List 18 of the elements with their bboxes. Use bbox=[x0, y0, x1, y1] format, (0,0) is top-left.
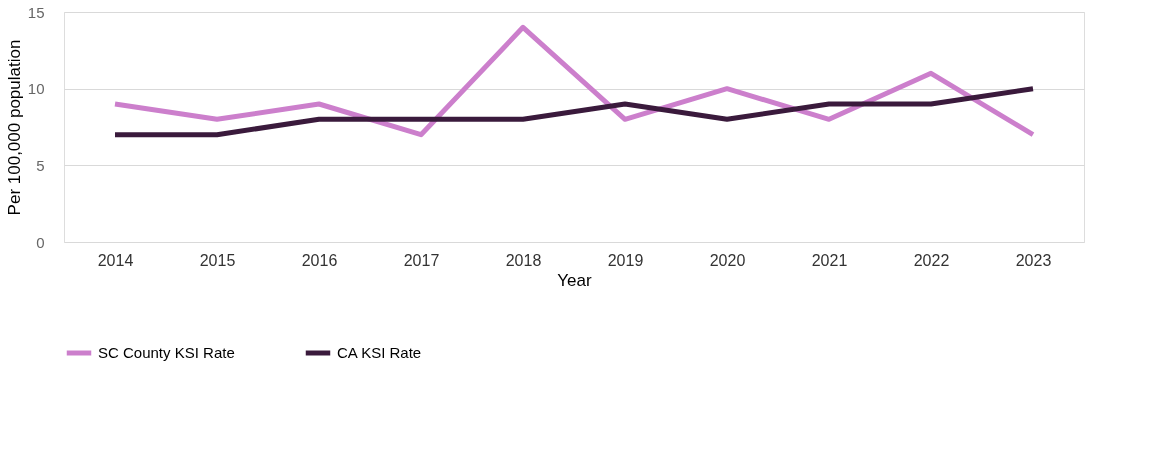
y-axis-title: Per 100,000 population bbox=[4, 39, 24, 216]
y-tick-label: 0 bbox=[36, 233, 45, 251]
x-tick-label: 2015 bbox=[199, 251, 236, 269]
x-tick-label: 2023 bbox=[1015, 251, 1052, 269]
x-tick-label: 2017 bbox=[403, 251, 440, 269]
y-tick-label: 15 bbox=[27, 3, 45, 21]
x-tick-label: 2021 bbox=[811, 251, 848, 269]
x-tick-label: 2014 bbox=[97, 251, 134, 269]
x-tick-label: 2022 bbox=[913, 251, 950, 269]
x-tick-label: 2019 bbox=[607, 251, 644, 269]
x-axis-title: Year bbox=[557, 270, 593, 290]
y-tick-label: 10 bbox=[27, 80, 45, 98]
y-tick-label: 5 bbox=[36, 156, 45, 174]
legend-label: CA KSI Rate bbox=[337, 344, 422, 361]
x-tick-label: 2016 bbox=[301, 251, 338, 269]
legend-label: SC County KSI Rate bbox=[98, 344, 235, 361]
x-tick-label: 2020 bbox=[709, 251, 746, 269]
x-tick-label: 2018 bbox=[505, 251, 542, 269]
